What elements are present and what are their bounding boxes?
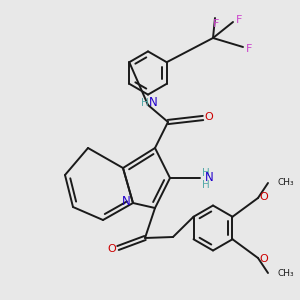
Text: N: N [122,195,131,208]
Text: F: F [246,44,252,53]
Text: F: F [213,19,220,29]
Text: F: F [236,16,242,26]
Text: O: O [259,191,268,202]
Text: H: H [202,180,209,190]
Text: H: H [140,98,148,108]
Text: CH₃: CH₃ [277,178,294,187]
Text: CH₃: CH₃ [277,269,294,278]
Text: H: H [202,168,209,178]
Text: N: N [205,171,213,184]
Text: O: O [108,244,116,254]
Text: O: O [204,112,213,122]
Text: O: O [259,254,268,265]
Text: N: N [149,96,158,109]
